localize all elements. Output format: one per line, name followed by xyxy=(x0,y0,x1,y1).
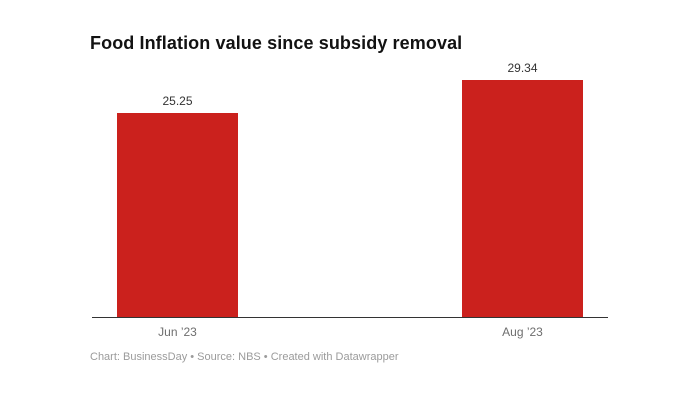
bar-value-label: 29.34 xyxy=(507,61,538,75)
bar-group-jun-23: 25.25 Jun ’23 xyxy=(117,60,238,339)
bar-jun-23 xyxy=(117,113,238,317)
attribution-note: Chart: BusinessDay • Source: NBS • Creat… xyxy=(90,351,399,363)
bar-aug-23 xyxy=(462,80,583,317)
plot-area: 25.25 Jun ’23 29.34 Aug ’23 xyxy=(92,60,608,339)
x-axis-label-jun-23: Jun ’23 xyxy=(158,325,197,339)
chart-title: Food Inflation value since subsidy remov… xyxy=(90,33,463,53)
bar-group-aug-23: 29.34 Aug ’23 xyxy=(462,60,583,339)
x-axis-label-aug-23: Aug ’23 xyxy=(502,325,543,339)
bar-value-label: 25.25 xyxy=(162,94,193,108)
